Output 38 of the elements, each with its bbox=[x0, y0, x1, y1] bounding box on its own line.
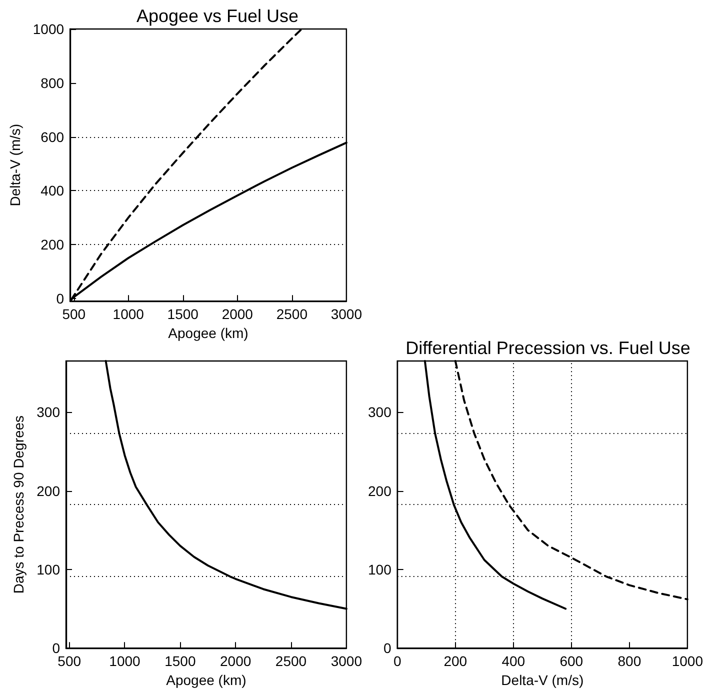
y-tick-label: 100 bbox=[36, 561, 60, 578]
x-tick-label: 1000 bbox=[112, 306, 144, 322]
x-tick-label: 400 bbox=[502, 653, 526, 670]
y-tick-label: 200 bbox=[368, 482, 392, 499]
y-tick-label: 1000 bbox=[32, 21, 64, 37]
x-tick-label: 1000 bbox=[672, 653, 704, 670]
x-tick-label: 2500 bbox=[276, 306, 308, 322]
y-tick-label: 0 bbox=[56, 290, 64, 306]
y-tick-label: 300 bbox=[368, 404, 392, 420]
x-tick-label: 200 bbox=[444, 653, 468, 670]
y-tick-label: 200 bbox=[36, 482, 60, 499]
x-tick-label: 500 bbox=[62, 306, 86, 322]
y-tick-label: 600 bbox=[40, 128, 64, 145]
x-tick-label: 2500 bbox=[275, 653, 307, 670]
x-axis-title: Apogee (km) bbox=[168, 325, 248, 341]
x-tick-label: 3000 bbox=[330, 306, 362, 322]
y-axis-title: Delta-V (m/s) bbox=[7, 124, 23, 206]
x-tick-label: 500 bbox=[58, 653, 82, 670]
y-tick-label: 800 bbox=[40, 74, 64, 91]
x-tick-label: 1500 bbox=[167, 306, 199, 322]
x-tick-label: 2000 bbox=[220, 653, 252, 670]
x-tick-label: 1500 bbox=[164, 653, 196, 670]
y-tick-label: 0 bbox=[384, 640, 392, 656]
y-tick-label: 200 bbox=[40, 236, 64, 253]
x-axis-title: Delta-V (m/s) bbox=[501, 672, 584, 688]
x-tick-label: 1000 bbox=[109, 653, 141, 670]
chart-title: Apogee vs Fuel Use bbox=[136, 6, 299, 26]
chart-title: Differential Precession vs. Fuel Use bbox=[406, 338, 690, 358]
x-axis-title: Apogee (km) bbox=[166, 672, 246, 688]
x-tick-label: 2000 bbox=[222, 306, 254, 322]
y-tick-label: 400 bbox=[40, 182, 64, 199]
y-axis-title: Days to Precess 90 Degrees bbox=[10, 415, 27, 594]
y-tick-label: 300 bbox=[36, 404, 60, 420]
x-tick-label: 600 bbox=[560, 653, 584, 670]
y-tick-label: 100 bbox=[368, 561, 392, 578]
x-tick-label: 3000 bbox=[330, 653, 362, 670]
x-tick-label: 800 bbox=[618, 653, 642, 670]
y-tick-label: 0 bbox=[52, 640, 60, 656]
